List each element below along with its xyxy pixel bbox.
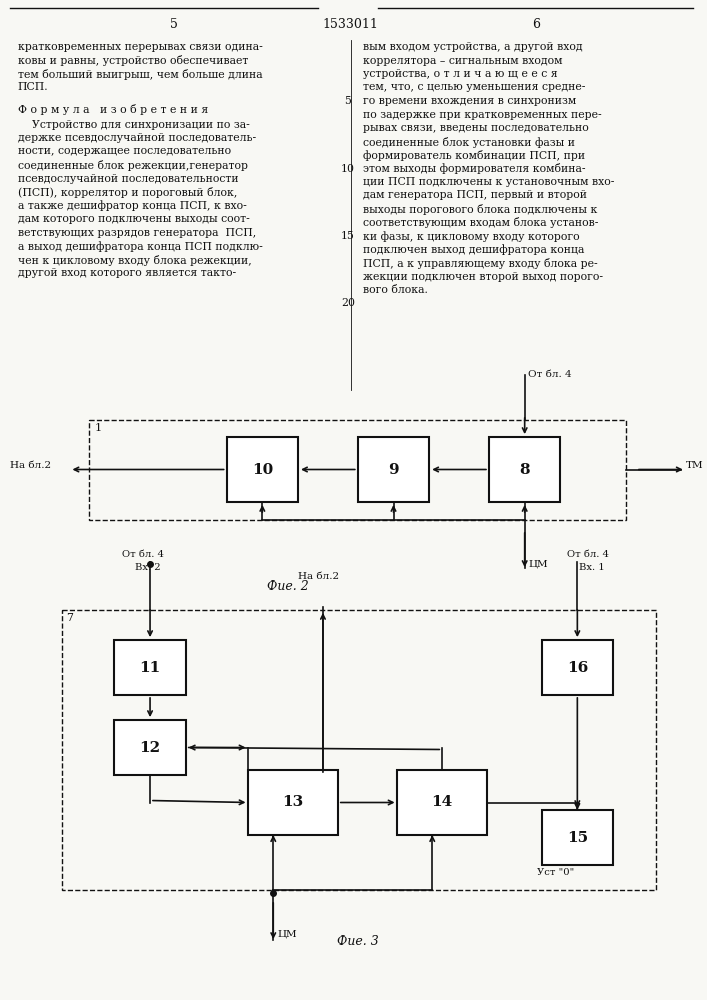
Text: ковы и равны, устройство обеспечивает: ковы и равны, устройство обеспечивает — [18, 55, 248, 66]
Text: 20: 20 — [341, 298, 355, 308]
Text: кратковременных перерывах связи одина-: кратковременных перерывах связи одина- — [18, 42, 262, 52]
Text: го времени вхождения в синхронизм: го времени вхождения в синхронизм — [363, 96, 576, 106]
Text: 1533011: 1533011 — [323, 18, 379, 31]
Text: 6: 6 — [532, 18, 541, 31]
Text: 10: 10 — [252, 462, 273, 477]
Text: 9: 9 — [388, 462, 399, 477]
Text: ветствующих разрядов генератора  ПСП,: ветствующих разрядов генератора ПСП, — [18, 228, 256, 237]
Text: 5: 5 — [170, 18, 178, 31]
Text: формирователь комбинации ПСП, при: формирователь комбинации ПСП, при — [363, 150, 585, 161]
Text: Вх. 1: Вх. 1 — [579, 563, 605, 572]
Text: 11: 11 — [139, 660, 160, 674]
Text: (ПСП), коррелятор и пороговый блок,: (ПСП), коррелятор и пороговый блок, — [18, 187, 238, 198]
Text: другой вход которого является такто-: другой вход которого является такто- — [18, 268, 236, 278]
Text: ПСП.: ПСП. — [18, 83, 49, 93]
Text: держке псевдослучайной последователь-: держке псевдослучайной последователь- — [18, 133, 256, 143]
Text: соединенные блок режекции,генератор: соединенные блок режекции,генератор — [18, 160, 248, 171]
Bar — [62, 610, 656, 890]
Text: Фие. 3: Фие. 3 — [337, 935, 379, 948]
Text: 8: 8 — [520, 462, 530, 477]
Text: а также дешифратор конца ПСП, к вхо-: а также дешифратор конца ПСП, к вхо- — [18, 200, 247, 211]
Text: ЦМ: ЦМ — [529, 560, 548, 569]
Text: 14: 14 — [431, 796, 452, 810]
Text: Ф о р м у л а   и з о б р е т е н и я: Ф о р м у л а и з о б р е т е н и я — [18, 104, 208, 115]
Text: Вх. 2: Вх. 2 — [135, 563, 160, 572]
Text: устройства, о т л и ч а ю щ е е с я: устройства, о т л и ч а ю щ е е с я — [363, 69, 557, 79]
Text: этом выходы формирователя комбина-: этом выходы формирователя комбина- — [363, 163, 585, 174]
Text: ки фазы, к цикловому входу которого: ки фазы, к цикловому входу которого — [363, 231, 579, 242]
Text: чен к цикловому входу блока режекции,: чен к цикловому входу блока режекции, — [18, 254, 252, 265]
Text: 15: 15 — [341, 231, 355, 241]
Bar — [358, 437, 429, 502]
Bar — [115, 720, 186, 775]
Text: Фие. 2: Фие. 2 — [267, 580, 309, 593]
Text: коррелятора – сигнальным входом: коррелятора – сигнальным входом — [363, 55, 562, 66]
Text: выходы порогового блока подключены к: выходы порогового блока подключены к — [363, 204, 597, 215]
Text: дам которого подключены выходы соот-: дам которого подключены выходы соот- — [18, 214, 250, 224]
Text: дам генератора ПСП, первый и второй: дам генератора ПСП, первый и второй — [363, 190, 587, 200]
Text: 12: 12 — [139, 740, 160, 754]
Text: тем, что, с целью уменьшения средне-: тем, что, с целью уменьшения средне- — [363, 83, 585, 93]
Text: тем больший выигрыш, чем больше длина: тем больший выигрыш, чем больше длина — [18, 69, 262, 80]
Text: От бл. 4: От бл. 4 — [568, 550, 609, 559]
Text: подключен выход дешифратора конца: подключен выход дешифратора конца — [363, 244, 584, 255]
Text: 7: 7 — [66, 613, 74, 623]
Text: 10: 10 — [341, 163, 355, 174]
Text: Уст "0": Уст "0" — [537, 868, 574, 877]
Text: по задержке при кратковременных пере-: по задержке при кратковременных пере- — [363, 109, 602, 119]
Bar — [542, 640, 613, 695]
Bar — [489, 437, 561, 502]
Text: На бл.2: На бл.2 — [10, 462, 51, 471]
Text: соединенные блок установки фазы и: соединенные блок установки фазы и — [363, 136, 575, 147]
Text: вого блока.: вого блока. — [363, 285, 428, 295]
Text: От бл. 4: От бл. 4 — [527, 370, 571, 379]
Text: рывах связи, введены последовательно: рывах связи, введены последовательно — [363, 123, 588, 133]
Text: 15: 15 — [567, 830, 588, 844]
Text: ности, содержащее последовательно: ности, содержащее последовательно — [18, 146, 231, 156]
Text: вым входом устройства, а другой вход: вым входом устройства, а другой вход — [363, 42, 583, 52]
Bar — [89, 420, 626, 520]
Text: ТМ: ТМ — [686, 462, 703, 471]
Text: 16: 16 — [567, 660, 588, 674]
Text: ПСП, а к управляющему входу блока ре-: ПСП, а к управляющему входу блока ре- — [363, 258, 597, 269]
Bar — [226, 437, 298, 502]
Text: От бл. 4: От бл. 4 — [122, 550, 164, 559]
Text: соответствующим входам блока установ-: соответствующим входам блока установ- — [363, 218, 598, 229]
Text: 13: 13 — [283, 796, 304, 810]
Text: 5: 5 — [344, 96, 351, 106]
Text: ции ПСП подключены к установочным вхо-: ции ПСП подключены к установочным вхо- — [363, 177, 614, 187]
Text: а выход дешифратора конца ПСП подклю-: а выход дешифратора конца ПСП подклю- — [18, 241, 262, 252]
Bar — [397, 770, 487, 835]
Bar — [248, 770, 338, 835]
Text: ЦМ: ЦМ — [277, 930, 297, 939]
Text: На бл.2: На бл.2 — [298, 572, 339, 581]
Bar — [115, 640, 186, 695]
Bar — [542, 810, 613, 865]
Text: Устройство для синхронизации по за-: Устройство для синхронизации по за- — [18, 119, 250, 129]
Text: жекции подключен второй выход порого-: жекции подключен второй выход порого- — [363, 271, 602, 282]
Text: 1: 1 — [95, 423, 102, 433]
Text: псевдослучайной последовательности: псевдослучайной последовательности — [18, 174, 238, 184]
